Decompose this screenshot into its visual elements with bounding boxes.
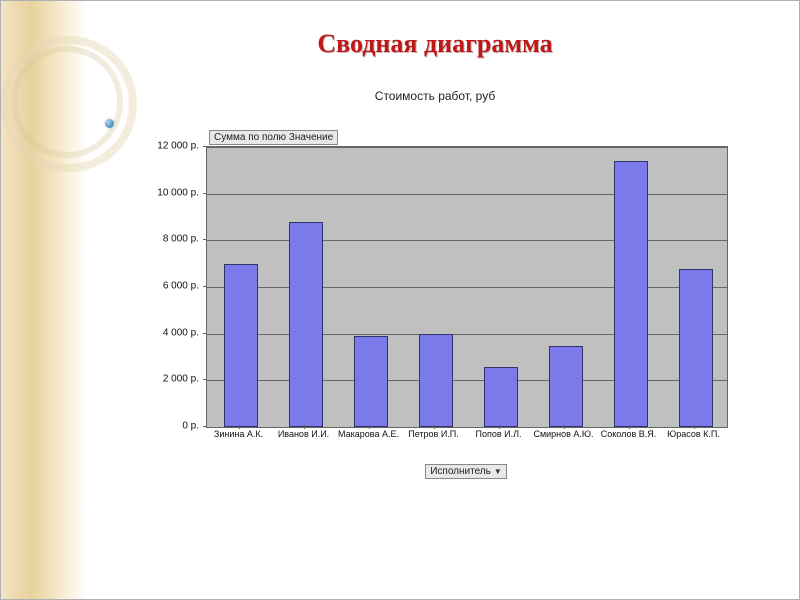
x-label: Макарова А.Е. xyxy=(338,429,400,439)
sum-field-label: Сумма по полю Значение xyxy=(214,132,333,143)
x-tick-mark xyxy=(434,425,435,429)
bar xyxy=(289,222,323,427)
bar xyxy=(549,346,583,427)
decor-dot xyxy=(105,119,114,128)
bar xyxy=(419,334,453,427)
y-tick-label: 2 000 р. xyxy=(163,374,199,385)
x-tick-mark xyxy=(369,425,370,429)
x-tick-mark xyxy=(304,425,305,429)
page-title: Сводная диаграмма xyxy=(91,29,779,59)
x-label: Соколов В.Я. xyxy=(598,429,660,439)
gridline xyxy=(207,240,727,241)
bar xyxy=(224,264,258,427)
bar xyxy=(354,336,388,427)
x-label: Иванов И.И. xyxy=(273,429,335,439)
gridline xyxy=(207,380,727,381)
chart-subtitle: Стоимость работ, руб xyxy=(91,89,779,103)
y-tick-label: 4 000 р. xyxy=(163,327,199,338)
y-tick-label: 8 000 р. xyxy=(163,234,199,245)
dimension-label: Исполнитель xyxy=(430,466,491,477)
x-label: Юрасов К.П. xyxy=(663,429,725,439)
bar xyxy=(484,367,518,427)
x-label: Смирнов А.Ю. xyxy=(533,429,595,439)
sum-field-button[interactable]: Сумма по полю Значение xyxy=(209,130,338,145)
x-tick-mark xyxy=(694,425,695,429)
gridline xyxy=(207,147,727,148)
x-label: Попов И.Л. xyxy=(468,429,530,439)
x-tick-mark xyxy=(499,425,500,429)
gridline xyxy=(207,287,727,288)
x-label: Зинина А.К. xyxy=(208,429,270,439)
decor-strip xyxy=(1,1,87,599)
y-tick-label: 6 000 р. xyxy=(163,281,199,292)
dimension-button[interactable]: Исполнитель▼ xyxy=(425,464,507,479)
y-tick-label: 12 000 р. xyxy=(157,141,199,152)
slide: Сводная диаграмма Стоимость работ, руб С… xyxy=(0,0,800,600)
x-tick-mark xyxy=(564,425,565,429)
gridline xyxy=(207,194,727,195)
x-tick-mark xyxy=(239,425,240,429)
bar xyxy=(679,269,713,427)
x-tick-mark xyxy=(629,425,630,429)
y-tick-label: 0 р. xyxy=(182,421,199,432)
y-tick-label: 10 000 р. xyxy=(157,187,199,198)
bar xyxy=(614,161,648,427)
chevron-down-icon: ▼ xyxy=(494,467,502,476)
x-label: Петров И.П. xyxy=(403,429,465,439)
plot-area xyxy=(206,146,728,428)
gridline xyxy=(207,334,727,335)
y-axis: 0 р.2 000 р.4 000 р.6 000 р.8 000 р.10 0… xyxy=(151,146,203,426)
